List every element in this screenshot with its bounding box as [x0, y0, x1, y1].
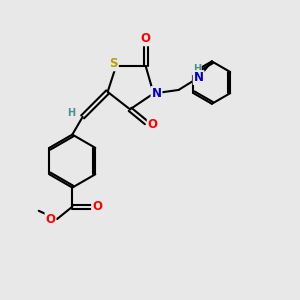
Text: H: H [68, 108, 76, 118]
Text: O: O [92, 200, 102, 213]
Text: H: H [193, 64, 201, 74]
Text: S: S [110, 57, 118, 70]
Text: N: N [194, 71, 204, 84]
Text: O: O [46, 213, 56, 226]
Text: O: O [141, 32, 151, 45]
Text: O: O [148, 118, 158, 131]
Text: N: N [152, 87, 161, 100]
